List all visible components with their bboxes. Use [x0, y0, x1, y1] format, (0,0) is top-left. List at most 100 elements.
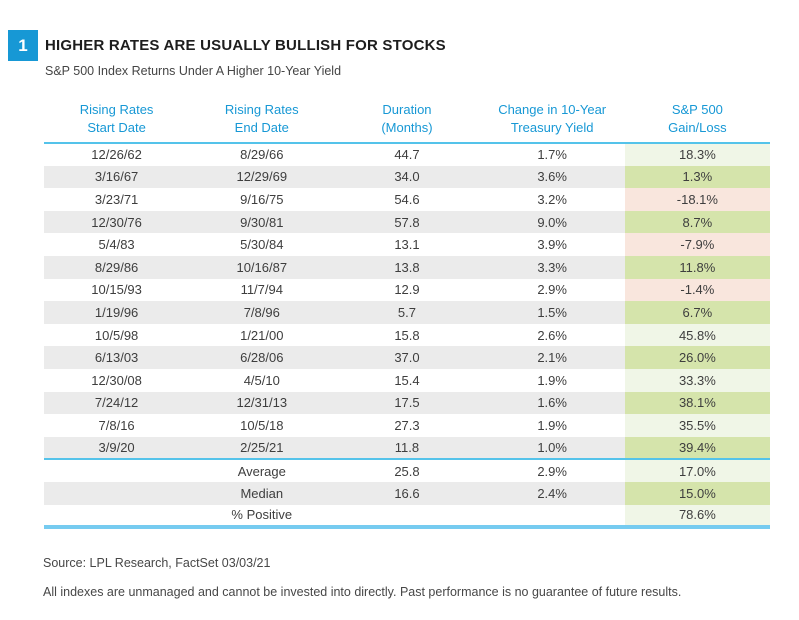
yield-change-cell: 2.1% [537, 350, 567, 366]
start-date-cell: 3/16/67 [94, 169, 139, 185]
gain-loss-cell: 38.1% [624, 391, 770, 415]
figure-number-badge: 1 [8, 30, 38, 61]
table-row: 3/9/20 2/25/21 11.8 1.0% 39.4% [44, 436, 770, 460]
table-row: 10/15/93 11/7/94 12.9 2.9% -1.4% [44, 278, 770, 302]
end-date-cell: 9/16/75 [240, 191, 284, 207]
yield-change-cell: 2.9% [537, 282, 567, 298]
summary-label-cell: Median [240, 485, 284, 501]
end-date-cell: 11/7/94 [240, 282, 283, 298]
end-date-cell: 10/5/18 [240, 417, 284, 433]
yield-change-cell [480, 505, 625, 528]
duration-cell: 34.0 [394, 169, 420, 185]
gain-loss-cell: 45.8% [624, 323, 770, 347]
gain-loss-cell: 11.8% [624, 255, 770, 279]
start-date-cell: 10/5/98 [94, 327, 139, 343]
table-row: 8/29/86 10/16/87 13.8 3.3% 11.8% [44, 255, 770, 279]
table-row: 12/30/76 9/30/81 57.8 9.0% 8.7% [44, 210, 770, 234]
gain-loss-cell: 15.0% [624, 481, 770, 505]
start-date-cell: 10/15/93 [91, 282, 142, 298]
end-date-cell: 7/8/96 [243, 304, 280, 320]
gain-loss-cell: 39.4% [624, 436, 770, 460]
table-row: 7/8/16 10/5/18 27.3 1.9% 35.5% [44, 414, 770, 437]
returns-table: Rising Rates Start Date Rising Rates End… [44, 96, 770, 530]
gain-loss-cell: 33.3% [624, 368, 770, 392]
gain-loss-cell: 8.7% [624, 210, 770, 234]
yield-change-cell: 3.6% [537, 169, 567, 185]
duration-cell: 54.6 [394, 191, 420, 207]
yield-change-cell: 1.6% [537, 395, 567, 411]
table-row: 12/26/62 8/29/66 44.7 1.7% 18.3% [44, 143, 770, 166]
gain-loss-cell: 17.0% [624, 459, 770, 482]
gain-loss-cell: -1.4% [624, 278, 770, 302]
yield-change-cell: 1.9% [537, 372, 567, 388]
gain-loss-cell: -7.9% [624, 233, 770, 256]
end-date-cell: 12/31/13 [236, 395, 288, 411]
summary-row: Average 25.8 2.9% 17.0% [44, 459, 770, 482]
gain-loss-cell: 18.3% [624, 143, 770, 166]
yield-change-cell: 1.7% [537, 147, 567, 163]
table-row: 7/24/12 12/31/13 17.5 1.6% 38.1% [44, 391, 770, 415]
yield-change-cell: 1.9% [537, 417, 567, 433]
summary-label-cell: % Positive [231, 507, 293, 523]
end-date-cell: 1/21/00 [240, 327, 284, 343]
duration-cell: 12.9 [394, 282, 420, 298]
source-attribution: Source: LPL Research, FactSet 03/03/21 [43, 556, 271, 570]
end-date-cell: 5/30/84 [240, 237, 284, 253]
column-header-start-date: Rising Rates Start Date [79, 102, 154, 135]
start-date-cell: 5/4/83 [98, 237, 135, 253]
end-date-cell: 10/16/87 [236, 259, 288, 275]
end-date-cell: 12/29/69 [236, 169, 288, 185]
yield-change-cell: 3.9% [537, 237, 567, 253]
duration-cell: 37.0 [394, 350, 420, 366]
header-row: Rising Rates Start Date Rising Rates End… [44, 96, 770, 143]
table-header: Rising Rates Start Date Rising Rates End… [44, 96, 770, 143]
duration-cell: 17.5 [394, 395, 420, 411]
duration-cell: 15.8 [394, 327, 420, 343]
end-date-cell: 6/28/06 [240, 350, 284, 366]
duration-cell: 15.4 [394, 372, 420, 388]
duration-cell [334, 505, 479, 528]
end-date-cell: 2/25/21 [240, 440, 284, 456]
table-body: 12/26/62 8/29/66 44.7 1.7% 18.3% 3/16/67 12/29… [44, 143, 770, 528]
gain-loss-cell: -18.1% [624, 188, 770, 211]
start-date-cell [44, 459, 189, 482]
duration-cell: 25.8 [394, 463, 420, 479]
figure-title: HIGHER RATES ARE USUALLY BULLISH FOR STO… [45, 37, 446, 54]
start-date-cell: 3/9/20 [98, 440, 135, 456]
column-header-end-date: Rising Rates End Date [224, 102, 299, 135]
duration-cell: 11.8 [394, 440, 420, 456]
duration-cell: 57.8 [394, 214, 420, 230]
summary-label-cell: Average [237, 463, 286, 479]
yield-change-cell: 1.5% [537, 304, 567, 320]
start-date-cell: 12/30/76 [91, 214, 142, 230]
duration-cell: 16.6 [394, 485, 420, 501]
end-date-cell: 4/5/10 [243, 372, 280, 388]
table-row: 6/13/03 6/28/06 37.0 2.1% 26.0% [44, 346, 770, 369]
duration-cell: 44.7 [394, 147, 420, 163]
yield-change-cell: 3.3% [537, 259, 567, 275]
start-date-cell: 1/19/96 [94, 304, 139, 320]
duration-cell: 5.7 [397, 304, 416, 320]
summary-row: Median 16.6 2.4% 15.0% [44, 481, 770, 505]
end-date-cell: 9/30/81 [240, 214, 284, 230]
start-date-cell: 6/13/03 [94, 350, 139, 366]
start-date-cell: 12/30/08 [91, 372, 142, 388]
column-header-duration: Duration (Months) [381, 102, 433, 135]
table-row: 10/5/98 1/21/00 15.8 2.6% 45.8% [44, 323, 770, 347]
column-header-yield-change: Change in 10-Year Treasury Yield [498, 102, 607, 135]
start-date-cell [44, 505, 189, 528]
start-date-cell [44, 482, 189, 505]
start-date-cell: 3/23/71 [94, 191, 139, 207]
figure-number: 1 [18, 35, 28, 55]
start-date-cell: 8/29/86 [94, 259, 139, 275]
table-row: 12/30/08 4/5/10 15.4 1.9% 33.3% [44, 368, 770, 392]
yield-change-cell: 3.2% [537, 191, 567, 207]
gain-loss-cell: 35.5% [624, 414, 770, 437]
table-row: 1/19/96 7/8/96 5.7 1.5% 6.7% [44, 301, 770, 324]
gain-loss-cell: 26.0% [624, 346, 770, 369]
table-row: 3/16/67 12/29/69 34.0 3.6% 1.3% [44, 165, 770, 189]
yield-change-cell: 2.6% [537, 327, 567, 343]
yield-change-cell: 2.4% [537, 485, 567, 501]
gain-loss-cell: 6.7% [624, 301, 770, 324]
